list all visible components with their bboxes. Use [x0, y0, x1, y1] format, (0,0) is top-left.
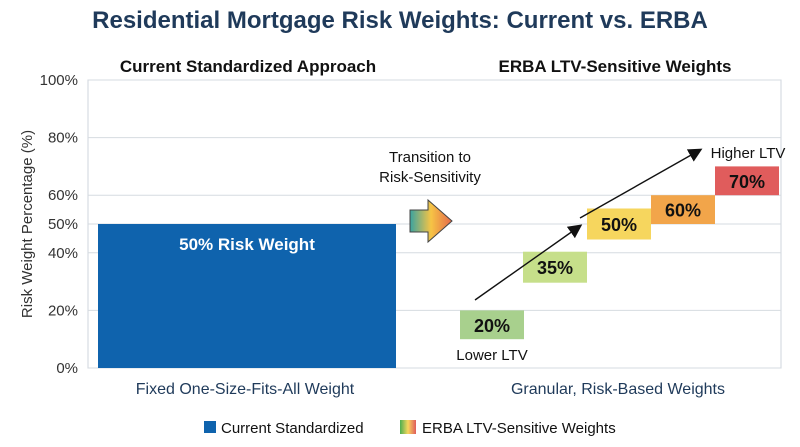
y-tick-labels: 0% 20% 40% 50% 60% 80% 100% [40, 72, 78, 377]
legend-label-erba: ERBA LTV-Sensitive Weights [422, 420, 616, 437]
panel-subtitle-current: Current Standardized Approach [120, 57, 376, 76]
y-tick-label: 40% [48, 245, 78, 262]
transition-label-line2: Risk-Sensitivity [379, 169, 481, 186]
erba-step-label: 50% [601, 215, 637, 235]
trend-arrow-lower [474, 224, 583, 301]
lower-ltv-label: Lower LTV [456, 347, 527, 364]
legend-swatch-current [204, 421, 216, 433]
panel-subtitle-erba: ERBA LTV-Sensitive Weights [498, 57, 731, 76]
erba-steps: 20% 35% 50% 60% 70% [460, 166, 779, 340]
erba-step-bar [715, 166, 779, 196]
erba-step-bar [651, 195, 715, 224]
transition-label-line1: Transition to [389, 149, 471, 166]
y-tick-label: 50% [48, 216, 78, 233]
erba-step-bar [587, 208, 651, 240]
erba-step-label: 35% [537, 258, 573, 278]
y-tick-label: 60% [48, 187, 78, 204]
erba-step-label: 20% [474, 316, 510, 336]
y-tick-label: 80% [48, 130, 78, 147]
transition-arrow-icon [409, 198, 453, 244]
y-tick-label: 0% [56, 360, 78, 377]
bar-current-standardized [98, 224, 396, 368]
erba-step-bar [523, 251, 587, 283]
erba-step-label: 70% [729, 172, 765, 192]
y-axis-label: Risk Weight Percentage (%) [19, 130, 36, 318]
chart-title: Residential Mortgage Risk Weights: Curre… [92, 7, 708, 34]
trend-arrow-upper [579, 148, 703, 219]
erba-step-bar [460, 310, 524, 340]
legend-label-current: Current Standardized [221, 420, 364, 437]
y-tick-label: 100% [40, 72, 78, 89]
caption-current: Fixed One-Size-Fits-All Weight [136, 381, 355, 398]
higher-ltv-label: Higher LTV [711, 145, 786, 162]
y-tick-label: 20% [48, 302, 78, 319]
caption-erba: Granular, Risk-Based Weights [511, 381, 725, 398]
bar-label-current: 50% Risk Weight [179, 235, 315, 254]
legend-swatch-erba [400, 420, 416, 434]
erba-step-label: 60% [665, 201, 701, 221]
